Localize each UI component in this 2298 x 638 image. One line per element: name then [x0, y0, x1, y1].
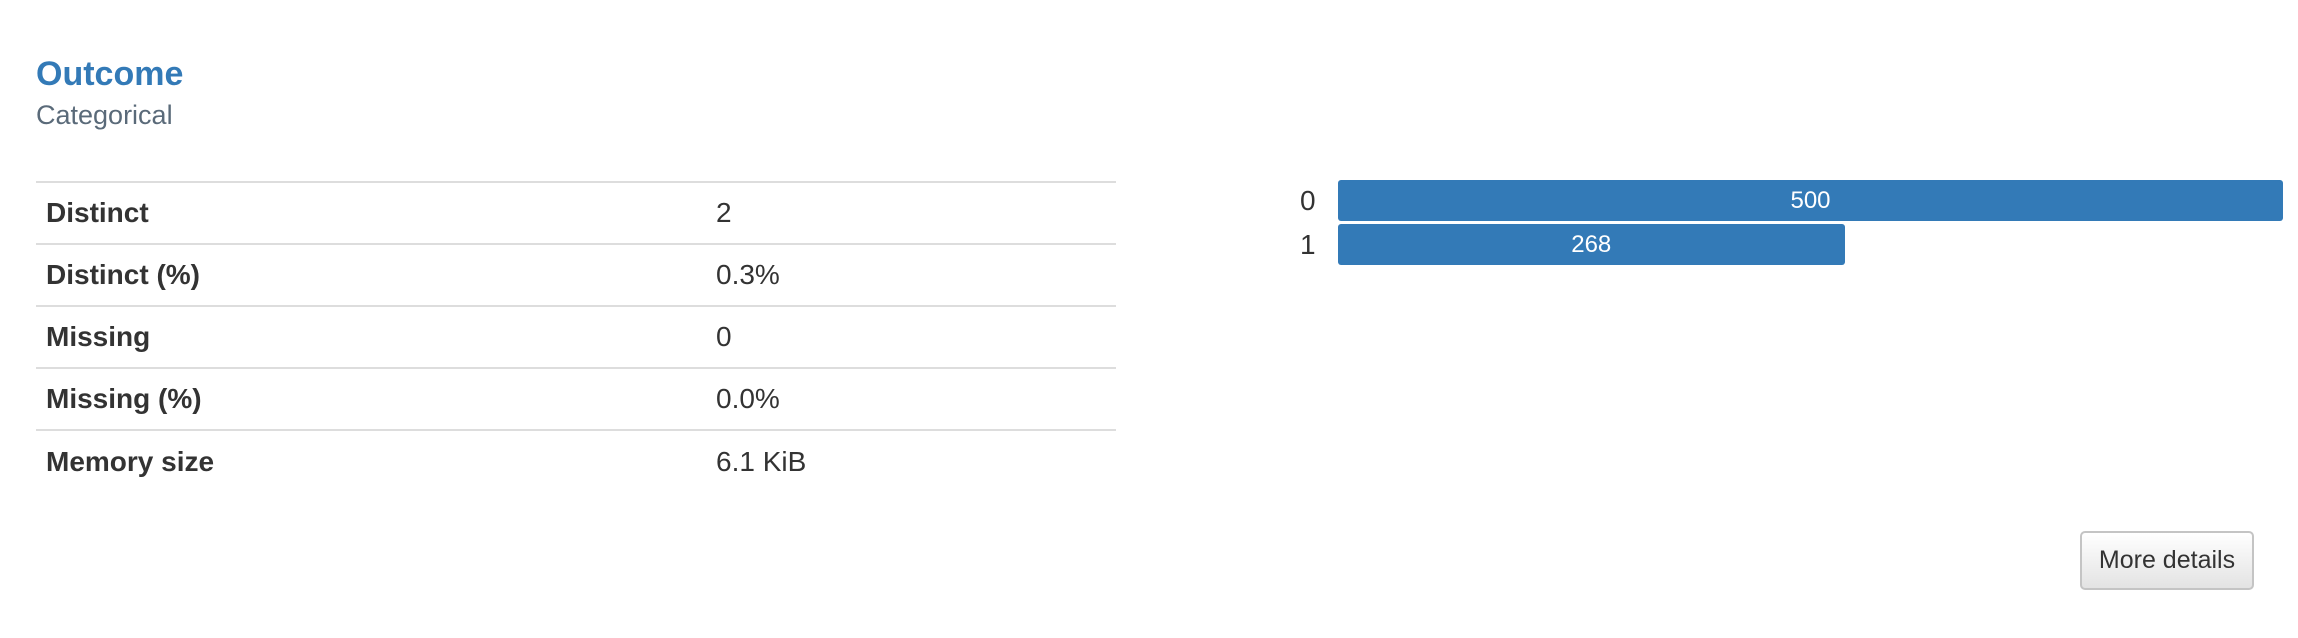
bar-row: 1 268: [1300, 224, 2285, 266]
stat-label: Missing (%): [36, 367, 716, 430]
table-row: Memory size 6.1 KiB: [36, 429, 1116, 492]
stat-label: Distinct: [36, 181, 716, 244]
stat-label: Memory size: [36, 429, 716, 492]
stat-label: Distinct (%): [36, 243, 716, 306]
table-row: Missing 0: [36, 305, 1116, 368]
stat-value: 0.0%: [716, 367, 1116, 430]
more-details-button[interactable]: More details: [2080, 531, 2254, 590]
bar: 268: [1338, 224, 1845, 265]
stat-value: 0: [716, 305, 1116, 368]
variable-type: Categorical: [36, 100, 173, 130]
frequency-bar-chart: 0 500 1 268: [1300, 180, 2285, 280]
table-row: Distinct (%) 0.3%: [36, 243, 1116, 306]
bar-category-label: 1: [1300, 229, 1316, 260]
stats-table: Distinct 2 Distinct (%) 0.3% Missing 0 M…: [36, 181, 1116, 492]
bar: 500: [1338, 180, 2283, 221]
table-row: Missing (%) 0.0%: [36, 367, 1116, 430]
bar-category-label: 0: [1300, 185, 1316, 216]
bar-row: 0 500: [1300, 180, 2285, 222]
stat-label: Missing: [36, 305, 716, 368]
variable-name: Outcome: [36, 55, 184, 93]
stat-value: 2: [716, 181, 1116, 244]
table-row: Distinct 2: [36, 181, 1116, 244]
stat-value: 6.1 KiB: [716, 429, 1116, 492]
stat-value: 0.3%: [716, 243, 1116, 306]
